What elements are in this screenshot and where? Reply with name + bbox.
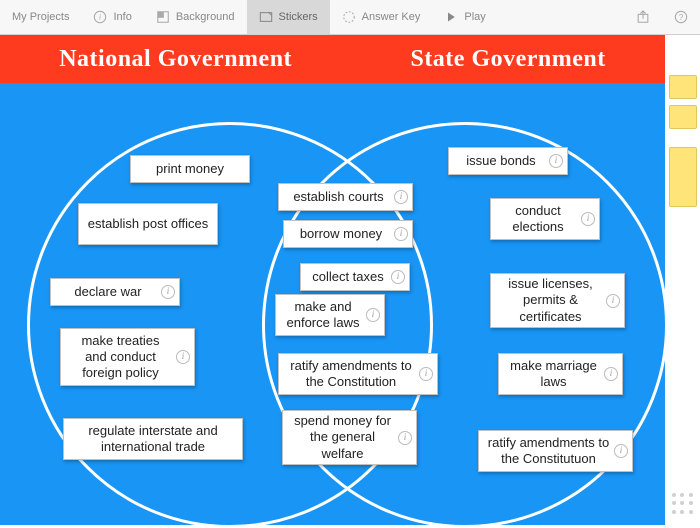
- toolbar: My Projects i Info Background Stickers A…: [0, 0, 700, 35]
- sticker-label: spend money for the general welfare: [291, 413, 408, 462]
- sticker-center-0[interactable]: establish courtsi: [278, 183, 413, 211]
- sticker-label: collect taxes: [312, 269, 398, 285]
- info-icon[interactable]: i: [394, 190, 408, 204]
- svg-text:?: ?: [679, 13, 684, 22]
- info-icon[interactable]: i: [366, 308, 380, 322]
- help-button[interactable]: ?: [662, 0, 700, 34]
- sticker-label: establish post offices: [88, 216, 208, 232]
- play-icon: [444, 10, 458, 24]
- info-icon: i: [93, 10, 107, 24]
- sticker-label: make treaties and conduct foreign policy: [69, 333, 186, 382]
- stickers-button[interactable]: Stickers: [247, 0, 330, 34]
- stickers-icon: [259, 10, 273, 24]
- sticker-label: borrow money: [300, 226, 396, 242]
- sticker-left-0[interactable]: print money: [130, 155, 250, 183]
- header-right: State Government: [410, 46, 605, 73]
- export-icon: [636, 10, 650, 24]
- side-sticky-2[interactable]: [669, 147, 697, 207]
- header-left: National Government: [59, 46, 292, 73]
- background-button[interactable]: Background: [144, 0, 247, 34]
- info-button[interactable]: i Info: [81, 0, 143, 34]
- sticker-label: ratify amendments to the Constitutuon: [487, 435, 624, 468]
- sticker-center-5[interactable]: spend money for the general welfarei: [282, 410, 417, 465]
- side-sticky-0[interactable]: [669, 75, 697, 99]
- info-icon[interactable]: i: [398, 431, 412, 445]
- sticker-center-3[interactable]: make and enforce lawsi: [275, 294, 385, 336]
- sticker-left-1[interactable]: establish post offices: [78, 203, 218, 245]
- play-button[interactable]: Play: [432, 0, 497, 34]
- answer-key-icon: [342, 10, 356, 24]
- info-icon[interactable]: i: [549, 154, 563, 168]
- sticker-center-2[interactable]: collect taxesi: [300, 263, 410, 291]
- sticker-right-3[interactable]: make marriage lawsi: [498, 353, 623, 395]
- info-icon[interactable]: i: [391, 270, 405, 284]
- sticker-label: make marriage laws: [507, 358, 614, 391]
- sticker-right-0[interactable]: issue bondsi: [448, 147, 568, 175]
- sticker-label: declare war: [74, 284, 155, 300]
- export-button[interactable]: [624, 0, 662, 34]
- sticker-label: ratify amendments to the Constitution: [287, 358, 429, 391]
- title-bar: National Government State Government: [0, 35, 665, 83]
- info-icon[interactable]: i: [604, 367, 618, 381]
- toolbar-label: Play: [464, 11, 485, 23]
- toolbar-label: Background: [176, 11, 235, 23]
- info-icon[interactable]: i: [419, 367, 433, 381]
- toolbar-label: Answer Key: [362, 11, 421, 23]
- sticker-label: issue bonds: [466, 153, 549, 169]
- sticker-center-1[interactable]: borrow moneyi: [283, 220, 413, 248]
- sticker-label: regulate interstate and international tr…: [72, 423, 234, 456]
- toolbar-label: Stickers: [279, 11, 318, 23]
- sticker-label: print money: [156, 161, 224, 177]
- info-icon[interactable]: i: [581, 212, 595, 226]
- info-icon[interactable]: i: [176, 350, 190, 364]
- sticker-center-4[interactable]: ratify amendments to the Constitutioni: [278, 353, 438, 395]
- sticker-right-1[interactable]: conduct electionsi: [490, 198, 600, 240]
- toolbar-label: Info: [113, 11, 131, 23]
- toolbar-label: My Projects: [12, 11, 69, 23]
- side-sticky-1[interactable]: [669, 105, 697, 129]
- sticker-left-4[interactable]: regulate interstate and international tr…: [63, 418, 243, 460]
- info-icon[interactable]: i: [614, 444, 628, 458]
- my-projects-button[interactable]: My Projects: [0, 0, 81, 34]
- sticker-label: issue licenses, permits & certificates: [499, 276, 616, 325]
- sticker-right-4[interactable]: ratify amendments to the Constitutuoni: [478, 430, 633, 472]
- sticker-label: make and enforce laws: [284, 299, 376, 332]
- sticker-label: establish courts: [293, 189, 397, 205]
- sticker-right-2[interactable]: issue licenses, permits & certificatesi: [490, 273, 625, 328]
- info-icon[interactable]: i: [606, 294, 620, 308]
- svg-text:i: i: [99, 13, 101, 22]
- info-icon[interactable]: i: [161, 285, 175, 299]
- answer-key-button[interactable]: Answer Key: [330, 0, 433, 34]
- help-icon: ?: [674, 10, 688, 24]
- sticker-left-3[interactable]: make treaties and conduct foreign policy…: [60, 328, 195, 386]
- sticker-left-2[interactable]: declare war i: [50, 278, 180, 306]
- info-icon[interactable]: i: [394, 227, 408, 241]
- background-icon: [156, 10, 170, 24]
- canvas: National Government State Government pri…: [0, 35, 665, 525]
- grip-icon[interactable]: [672, 493, 694, 515]
- sticker-label: conduct elections: [499, 203, 591, 236]
- right-gutter: [665, 35, 700, 525]
